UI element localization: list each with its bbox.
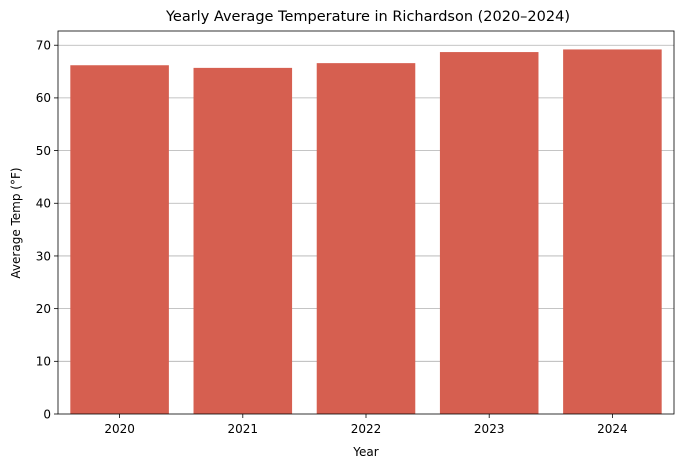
y-tick-label: 0 — [43, 407, 51, 421]
bar — [563, 49, 662, 415]
bar — [316, 63, 416, 415]
x-tick-label: 2021 — [228, 422, 259, 436]
axes — [54, 30, 675, 418]
x-tick-label: 2023 — [474, 422, 505, 436]
x-tick-label: 2020 — [104, 422, 135, 436]
y-tick-label: 20 — [36, 302, 51, 316]
y-tick-label: 40 — [36, 197, 51, 211]
tick-labels: 0 10 20 30 40 50 60 70 2020 2021 2022 2023 2024 — [36, 39, 628, 436]
chart-title: Yearly Average Temperature in Richardson… — [165, 9, 570, 25]
x-tick-label: 2022 — [351, 422, 382, 436]
x-axis-label: Year — [352, 445, 378, 459]
bar — [193, 67, 293, 415]
bars — [70, 49, 662, 415]
y-tick-label: 60 — [36, 91, 51, 105]
y-axis-label: Average Temp (°F) — [9, 167, 23, 278]
x-tick-label: 2024 — [597, 422, 628, 436]
y-tick-label: 50 — [36, 144, 51, 158]
plot-frame — [57, 30, 675, 415]
bar — [70, 65, 169, 414]
y-tick-label: 30 — [36, 249, 51, 263]
bar — [439, 52, 539, 414]
y-tick-label: 10 — [36, 355, 51, 369]
y-tick-label: 70 — [36, 39, 51, 53]
